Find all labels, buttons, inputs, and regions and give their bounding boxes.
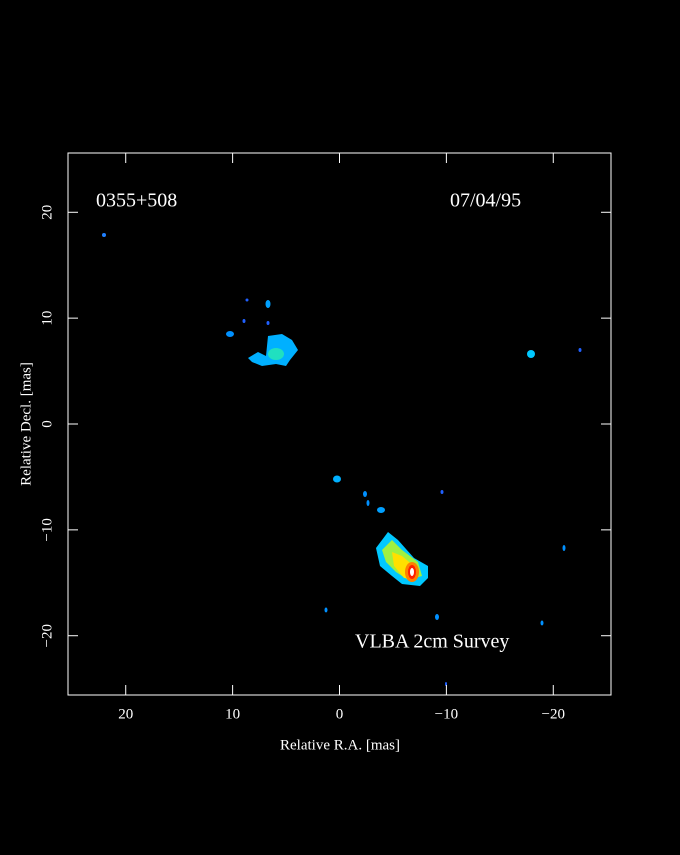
emission-blob — [410, 568, 414, 576]
emission-blob — [265, 300, 271, 308]
x-tick-label: −20 — [542, 706, 565, 722]
y-tick-label: −10 — [39, 518, 55, 541]
emission-blob — [226, 331, 234, 337]
x-tick-label: 0 — [336, 706, 344, 722]
emission-blob — [527, 350, 535, 358]
emission-blob — [242, 319, 246, 323]
plot-frame — [67, 152, 612, 696]
x-tick-label: 10 — [225, 706, 240, 722]
emission-blob — [245, 298, 249, 302]
emission-blob — [578, 348, 582, 352]
emission-blob — [562, 545, 566, 551]
y-axis-label: Relative Decl. [mas] — [18, 362, 34, 486]
emission-blob — [102, 233, 106, 237]
x-tick-label: −10 — [435, 706, 458, 722]
y-tick-label: 20 — [39, 205, 55, 220]
annotation: 0355+508 — [96, 190, 177, 212]
y-tick-label: −20 — [39, 624, 55, 647]
emission-blob — [435, 614, 439, 620]
y-tick-label: 10 — [39, 311, 55, 326]
emission — [102, 233, 582, 686]
emission-blob — [363, 491, 367, 497]
annotation: VLBA 2cm Survey — [355, 631, 509, 653]
annotation: 07/04/95 — [450, 190, 521, 212]
emission-blob — [268, 348, 284, 360]
emission-blob — [366, 500, 370, 506]
x-axis-label: Relative R.A. [mas] — [280, 737, 400, 753]
emission-blob — [324, 607, 328, 613]
x-tick-label: 20 — [118, 706, 133, 722]
y-tick-label: 0 — [39, 420, 55, 428]
emission-blob — [333, 475, 341, 483]
emission-blob — [266, 321, 270, 325]
emission-blob — [540, 620, 544, 626]
emission-blob — [440, 490, 444, 494]
emission-blob — [377, 507, 385, 513]
